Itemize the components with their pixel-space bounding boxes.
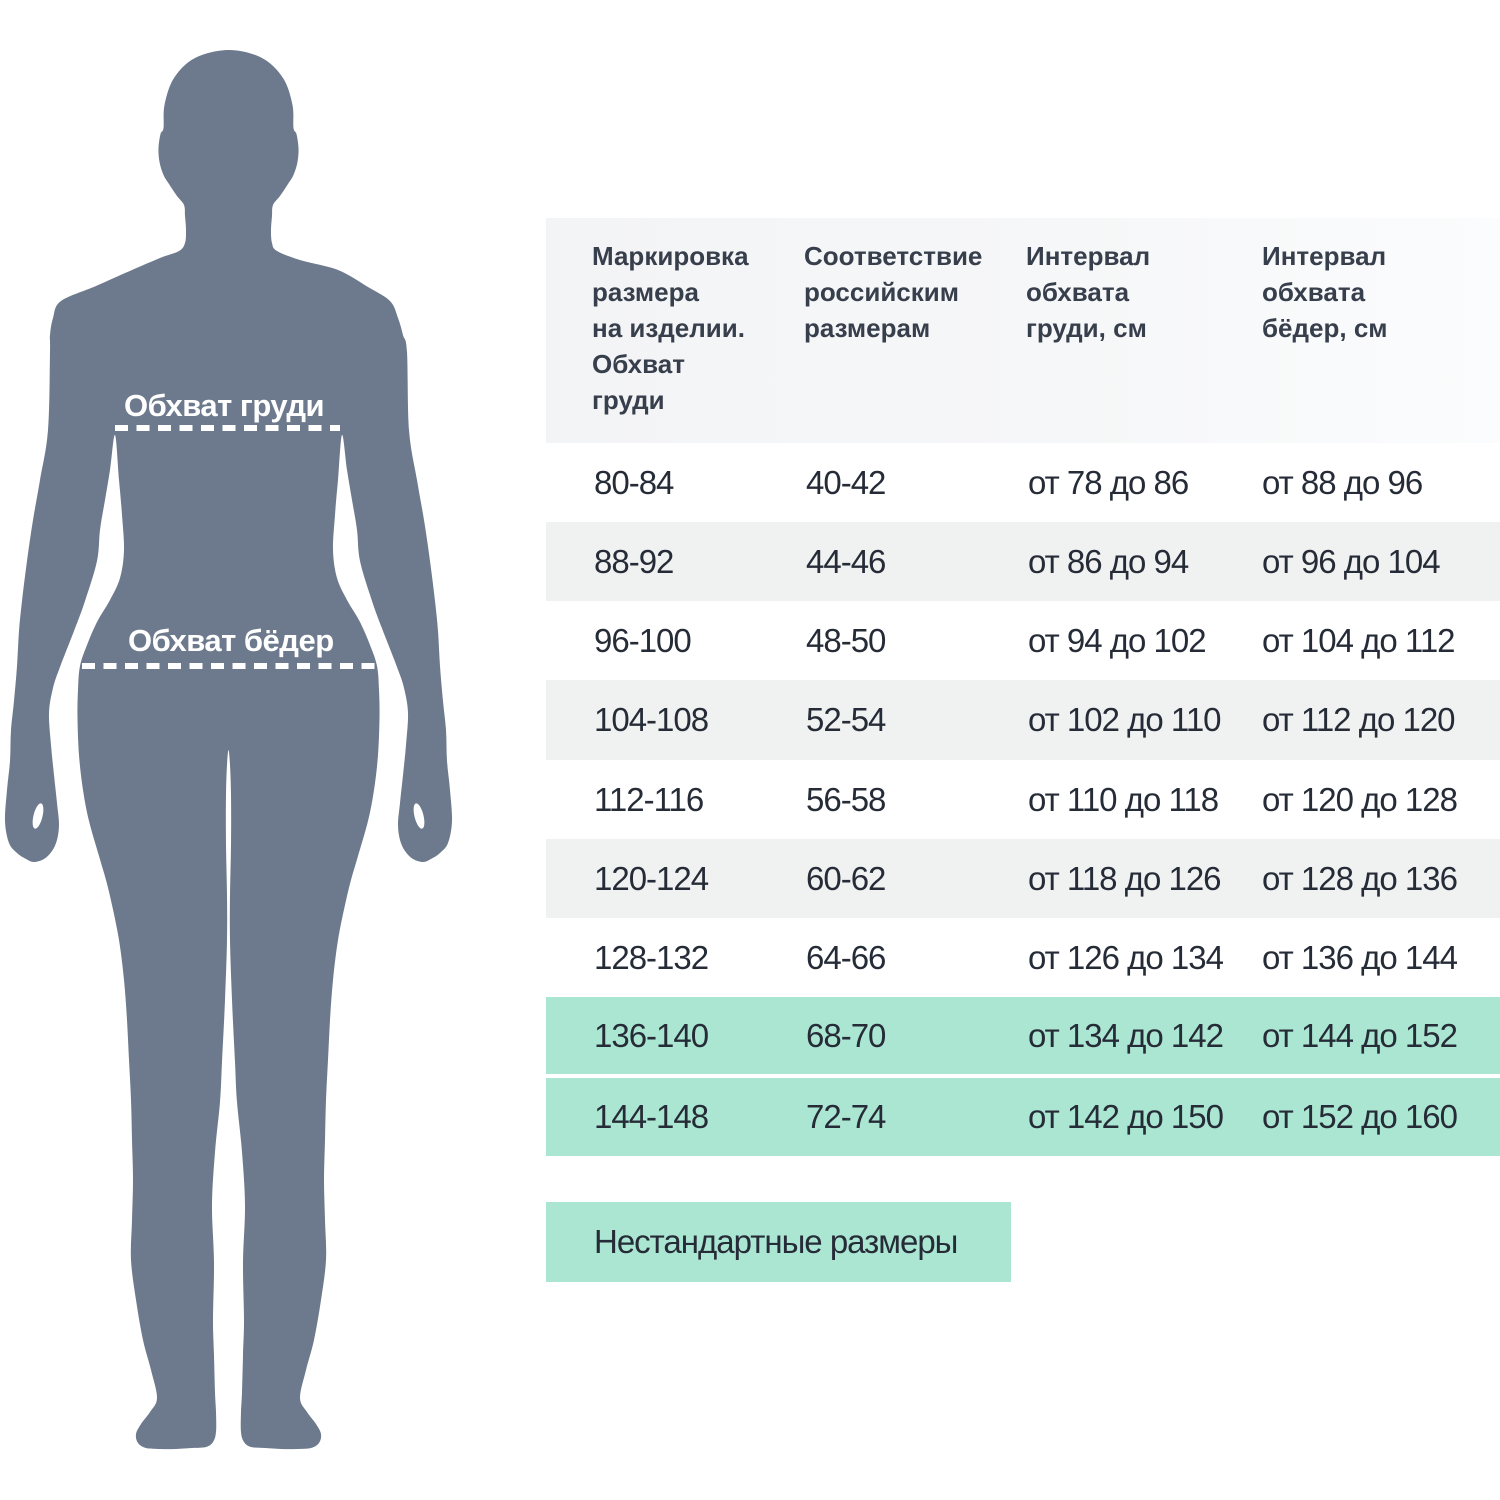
svg-text:Обхват бёдер: Обхват бёдер xyxy=(128,623,334,658)
svg-text:Обхват груди: Обхват груди xyxy=(124,388,324,423)
